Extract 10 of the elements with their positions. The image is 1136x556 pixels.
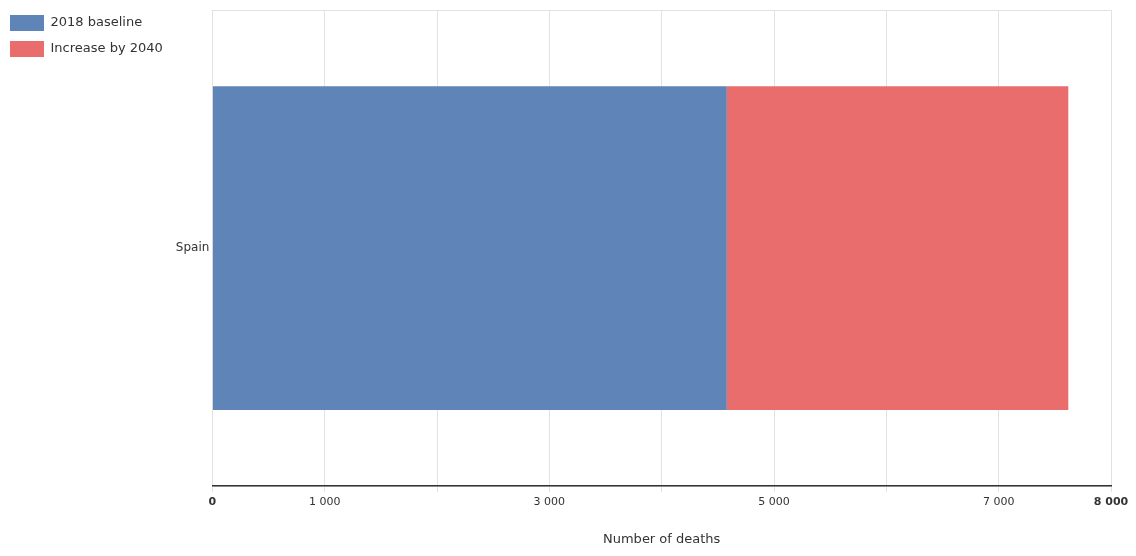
x-tick-label: 7 000 xyxy=(982,494,1015,508)
legend-label: 2018 baseline xyxy=(50,14,143,30)
x-tick-label: 1 000 xyxy=(308,494,341,508)
x-tick-label: 8 000 xyxy=(1093,494,1129,508)
y-tick-label: Spain xyxy=(175,240,210,255)
x-tick-label: 5 000 xyxy=(758,494,790,508)
x-tick-label: 0 xyxy=(208,494,217,508)
x-tick-label: 3 000 xyxy=(533,494,566,508)
legend-label: Increase by 2040 xyxy=(50,40,163,56)
x-axis-title: Number of deaths xyxy=(603,530,721,546)
